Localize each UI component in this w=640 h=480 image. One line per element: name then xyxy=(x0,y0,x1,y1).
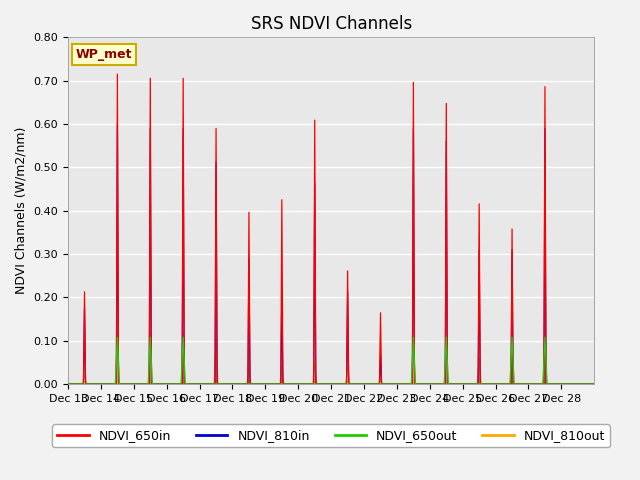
Text: WP_met: WP_met xyxy=(76,48,132,61)
NDVI_650in xyxy=(454,381,462,387)
NDVI_650in xyxy=(64,381,72,387)
NDVI_810in xyxy=(399,381,406,387)
NDVI_810out xyxy=(483,381,490,387)
NDVI_810out xyxy=(64,381,72,387)
NDVI_810out xyxy=(399,381,406,387)
Line: NDVI_810out: NDVI_810out xyxy=(68,333,595,384)
NDVI_810in xyxy=(454,381,462,387)
NDVI_810out xyxy=(113,330,121,336)
Line: NDVI_650in: NDVI_650in xyxy=(68,74,595,384)
Line: NDVI_650out: NDVI_650out xyxy=(68,337,595,384)
NDVI_810in xyxy=(113,121,121,127)
Y-axis label: NDVI Channels (W/m2/nm): NDVI Channels (W/m2/nm) xyxy=(15,127,28,294)
NDVI_650in xyxy=(399,381,406,387)
Line: NDVI_810in: NDVI_810in xyxy=(68,124,595,384)
NDVI_650out xyxy=(91,381,99,387)
NDVI_650in xyxy=(255,381,262,387)
NDVI_810in xyxy=(376,381,383,387)
NDVI_650in xyxy=(376,381,383,387)
NDVI_810in xyxy=(483,381,490,387)
NDVI_810in xyxy=(64,381,72,387)
NDVI_810out xyxy=(376,379,383,385)
NDVI_650out xyxy=(591,381,598,387)
NDVI_650out xyxy=(113,334,121,340)
NDVI_650in xyxy=(91,381,99,387)
NDVI_810in xyxy=(591,381,598,387)
NDVI_650out xyxy=(483,381,490,387)
NDVI_810out xyxy=(255,381,262,387)
NDVI_650out xyxy=(454,381,462,387)
NDVI_810in xyxy=(91,381,99,387)
NDVI_650out xyxy=(255,381,262,387)
NDVI_650in xyxy=(483,381,490,387)
NDVI_650out xyxy=(399,381,406,387)
NDVI_650out xyxy=(64,381,72,387)
NDVI_810in xyxy=(255,381,262,387)
Legend: NDVI_650in, NDVI_810in, NDVI_650out, NDVI_810out: NDVI_650in, NDVI_810in, NDVI_650out, NDV… xyxy=(52,424,610,447)
NDVI_810out xyxy=(454,381,462,387)
NDVI_650in xyxy=(591,381,598,387)
NDVI_810out xyxy=(91,381,99,387)
NDVI_650out xyxy=(376,381,383,387)
Title: SRS NDVI Channels: SRS NDVI Channels xyxy=(250,15,412,33)
NDVI_650in xyxy=(113,71,121,77)
NDVI_810out xyxy=(591,381,598,387)
